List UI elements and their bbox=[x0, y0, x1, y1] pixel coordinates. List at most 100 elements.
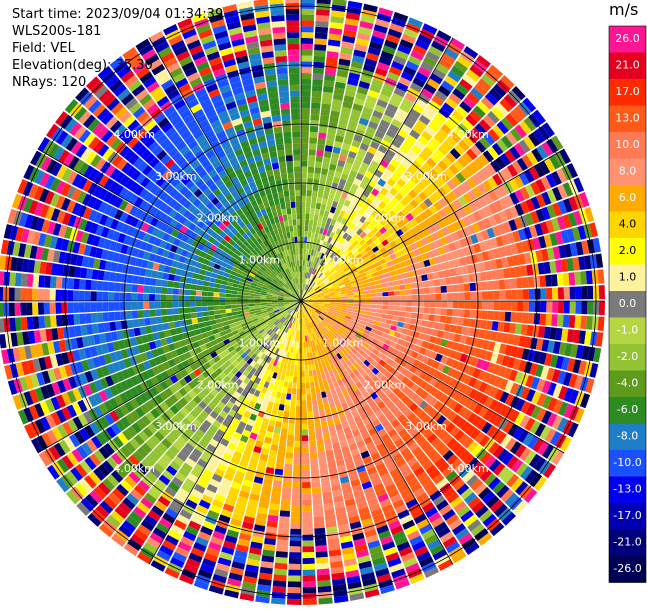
gate-cell bbox=[203, 281, 210, 286]
gate-cell bbox=[322, 492, 332, 499]
gate-cell bbox=[293, 347, 296, 353]
gate-cell bbox=[98, 270, 105, 280]
gate-cell bbox=[389, 301, 395, 305]
gate-cell bbox=[452, 285, 458, 293]
gate-cell bbox=[231, 305, 237, 309]
gate-cell bbox=[289, 552, 301, 558]
gate-cell bbox=[446, 285, 452, 292]
gate-cell bbox=[301, 190, 306, 196]
gate-cell bbox=[132, 284, 138, 292]
gate-cell bbox=[307, 406, 312, 412]
gate-cell bbox=[301, 172, 307, 178]
gate-cell bbox=[91, 291, 97, 301]
gate-cell bbox=[317, 191, 323, 198]
gate-cell bbox=[428, 314, 435, 321]
gate-cell bbox=[551, 274, 558, 286]
gate-cell bbox=[311, 202, 316, 208]
gate-cell bbox=[587, 301, 593, 315]
gate-cell bbox=[441, 286, 447, 293]
gate-cell bbox=[279, 522, 290, 529]
gate-cell bbox=[114, 302, 120, 311]
gate-cell bbox=[311, 464, 319, 470]
gate-cell bbox=[581, 286, 587, 299]
gate-cell bbox=[161, 294, 167, 301]
gate-cell bbox=[406, 301, 412, 306]
gate-cell bbox=[306, 243, 309, 249]
gate-cell bbox=[204, 276, 211, 282]
gate-cell bbox=[103, 312, 110, 322]
gate-cell bbox=[302, 499, 312, 505]
gate-cell bbox=[173, 308, 179, 314]
gate-cell bbox=[306, 249, 309, 255]
gate-cell bbox=[309, 429, 316, 435]
gate-cell bbox=[310, 132, 318, 138]
gate-cell bbox=[79, 302, 85, 312]
gate-cell bbox=[167, 288, 173, 295]
gate-cell bbox=[552, 301, 558, 313]
gate-cell bbox=[317, 440, 324, 447]
gate-cell bbox=[324, 187, 330, 194]
gate-cell bbox=[91, 313, 98, 323]
gate-cell bbox=[85, 302, 91, 312]
gate-cell bbox=[383, 301, 389, 305]
gate-cell bbox=[458, 309, 464, 317]
gate-cell bbox=[364, 286, 370, 290]
gate-cell bbox=[38, 316, 45, 328]
gate-cell bbox=[298, 354, 301, 360]
gate-cell bbox=[280, 434, 287, 441]
gate-cell bbox=[198, 274, 205, 280]
gate-cell bbox=[404, 278, 411, 284]
gate-cell bbox=[44, 289, 50, 301]
gate-cell bbox=[191, 318, 198, 324]
gate-cell bbox=[301, 231, 304, 237]
gate-cell bbox=[303, 587, 317, 593]
gate-cell bbox=[167, 302, 173, 308]
gate-cell bbox=[301, 348, 303, 354]
gate-cell bbox=[301, 377, 305, 383]
gate-cell bbox=[511, 301, 517, 311]
gate-cell bbox=[302, 494, 311, 500]
gate-cell bbox=[316, 392, 321, 399]
gate-cell bbox=[451, 317, 458, 325]
gate-cell bbox=[309, 370, 313, 376]
gate-cell bbox=[323, 403, 329, 410]
gate-cell bbox=[202, 306, 208, 311]
gate-cell bbox=[375, 313, 381, 318]
gate-cell bbox=[149, 302, 155, 309]
gate-cell bbox=[492, 270, 499, 280]
gate-cell bbox=[342, 303, 348, 305]
gate-cell bbox=[318, 215, 323, 222]
gate-cell bbox=[288, 382, 293, 388]
gate-cell bbox=[463, 318, 470, 326]
gate-cell bbox=[120, 302, 126, 310]
gate-cell bbox=[214, 283, 220, 288]
gate-cell bbox=[306, 202, 311, 208]
gate-cell bbox=[115, 273, 122, 282]
gate-cell bbox=[33, 316, 40, 329]
gate-cell bbox=[296, 394, 301, 400]
gate-cell bbox=[50, 289, 56, 301]
gate-cell bbox=[155, 287, 161, 294]
gate-cell bbox=[505, 312, 512, 322]
gate-cell bbox=[167, 315, 174, 322]
gate-cell bbox=[185, 313, 191, 319]
gate-cell bbox=[304, 231, 308, 237]
gate-cell bbox=[310, 208, 315, 214]
gate-cell bbox=[249, 293, 255, 296]
gate-cell bbox=[391, 275, 398, 281]
gate-cell bbox=[150, 317, 157, 325]
gate-cell bbox=[457, 317, 464, 325]
gate-cell bbox=[317, 398, 323, 405]
gate-cell bbox=[167, 281, 174, 288]
gate-cell bbox=[423, 307, 429, 313]
gate-cell bbox=[370, 312, 376, 316]
gate-cell bbox=[316, 551, 328, 558]
gate-cell bbox=[494, 291, 500, 300]
gate-cell bbox=[574, 315, 581, 328]
gate-cell bbox=[435, 308, 441, 315]
gate-cell bbox=[428, 280, 435, 287]
gate-cell bbox=[27, 274, 34, 287]
gate-cell bbox=[302, 424, 308, 430]
gate-cell bbox=[277, 451, 285, 458]
gate-cell bbox=[281, 499, 291, 506]
